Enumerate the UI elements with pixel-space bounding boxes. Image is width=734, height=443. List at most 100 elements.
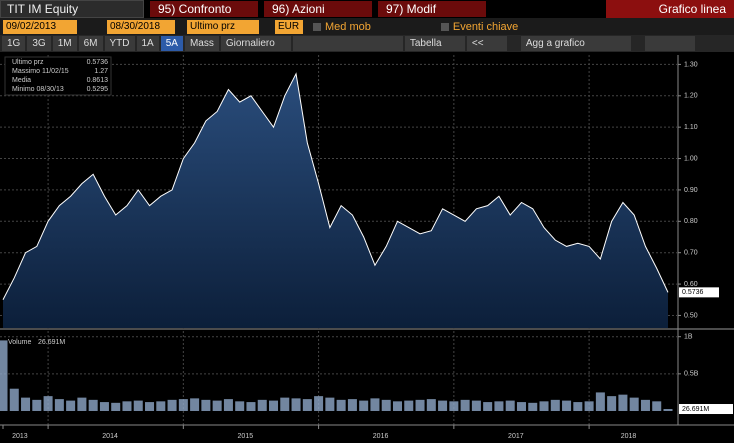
period[interactable]: 1G (2, 36, 26, 51)
last-value: 26.691M (682, 406, 709, 413)
volume-bar (359, 400, 369, 411)
y-tick-label: 0.70 (684, 250, 698, 257)
volume-bar (370, 398, 380, 411)
volume-bar (145, 402, 155, 411)
volume-bar (505, 400, 515, 411)
legend-name: Media (12, 77, 31, 84)
settings-bar: 09/02/2013 08/30/2018 Ultimo prz EUR Med… (0, 18, 734, 35)
volume-bar (483, 402, 493, 411)
volume-bar (347, 399, 357, 411)
y-tick-label: 1.20 (684, 93, 698, 100)
volume-bar (618, 394, 628, 411)
checkbox[interactable] (440, 22, 449, 31)
volume-bar (314, 396, 324, 411)
volume-bar (404, 400, 414, 411)
start-date[interactable]: 09/02/2013 (3, 19, 77, 34)
option[interactable]: Med mob (325, 20, 371, 33)
table-button[interactable]: Tabella (404, 36, 465, 51)
frequency[interactable]: Giornaliero (220, 36, 291, 51)
volume-bar (32, 399, 42, 411)
chart-style[interactable] (292, 36, 403, 51)
volume-bar (178, 399, 188, 411)
volume-bar (201, 399, 211, 411)
volume-bar (280, 397, 290, 411)
legend-name: Ultimo prz (12, 59, 44, 66)
period[interactable]: 6M (78, 36, 103, 51)
price-area (3, 73, 668, 329)
volume-bar (0, 340, 8, 411)
volume-bar (88, 399, 98, 411)
volume-bar (629, 397, 639, 411)
title-bar: TIT IM Equity 95) Confronto 96) Azioni 9… (0, 0, 734, 18)
x-tick-label: 2014 (102, 433, 118, 440)
period[interactable]: 1A (136, 36, 159, 51)
y-tick-label: 1B (684, 334, 693, 341)
security[interactable]: TIT IM Equity (0, 0, 144, 18)
end-date[interactable]: 08/30/2018 (107, 19, 175, 34)
period[interactable]: YTD (104, 36, 135, 51)
volume-bar (235, 401, 245, 411)
y-tick-label: 1.10 (684, 124, 698, 131)
x-tick-label: 2013 (12, 433, 28, 440)
last-value-tag (679, 404, 733, 415)
last-value-tag (679, 287, 719, 298)
volume-bar (302, 399, 312, 411)
volume-bar (562, 400, 572, 411)
legend-value: 1.27 (94, 68, 108, 75)
y-tick-label: 0.50 (684, 312, 698, 319)
volume-bar (212, 400, 222, 411)
volume-bar (190, 398, 200, 411)
volume-bar (550, 399, 560, 411)
volume-bar (325, 397, 335, 411)
menu-item[interactable]: 97) Modif (378, 1, 486, 17)
volume-bar (156, 401, 166, 411)
period[interactable]: 5A (160, 36, 183, 51)
legend-value: 0.8613 (87, 77, 109, 84)
volume-bar (43, 396, 53, 411)
x-tick-label: 2016 (373, 433, 389, 440)
y-tick-label: 1.30 (684, 61, 698, 68)
settings-button[interactable] (644, 36, 695, 51)
period[interactable]: 1M (52, 36, 77, 51)
option[interactable]: Eventi chiave (452, 20, 519, 33)
volume-bar (54, 399, 64, 411)
volume-bar (652, 401, 662, 411)
volume-bar (516, 402, 526, 411)
legend-name: Massimo 11/02/15 (12, 68, 69, 75)
view-title: Grafico linea (606, 0, 734, 18)
volume-bar (66, 400, 76, 411)
volume-bar (471, 400, 481, 411)
legend-name: Minimo 08/30/13 (12, 86, 64, 93)
legend-value: 0.5736 (87, 59, 109, 66)
period[interactable]: Mass (184, 36, 219, 51)
volume-bar (438, 400, 448, 411)
x-tick-label: 2018 (621, 433, 637, 440)
menu-item[interactable]: 95) Confronto (150, 1, 258, 17)
volume-bar (573, 402, 583, 411)
y-tick-label: 0.5B (684, 371, 699, 378)
field-select[interactable]: Ultimo prz (187, 19, 259, 34)
volume-bar (246, 402, 256, 411)
back-button[interactable]: << (466, 36, 507, 51)
volume-bar (257, 399, 267, 411)
currency-select[interactable]: EUR (275, 19, 303, 34)
last-value: 0.5736 (682, 289, 704, 296)
period[interactable]: 3G (27, 36, 51, 51)
volume-last: 26.691M (38, 339, 65, 346)
add-button[interactable]: Agg a grafico (520, 36, 631, 51)
volume-bar (426, 399, 436, 411)
volume-bar (111, 402, 121, 411)
y-tick-label: 0.90 (684, 187, 698, 194)
menu-item[interactable]: 96) Azioni (264, 1, 372, 17)
y-tick-label: 0.80 (684, 218, 698, 225)
volume-bar (269, 400, 279, 411)
volume-bar (584, 401, 594, 411)
checkbox[interactable] (313, 22, 321, 31)
period-bar: 1G 3G 1M 6M YTD 1A 5A Mass Giornaliero T… (0, 35, 734, 52)
volume-bar (133, 400, 143, 411)
volume-bar (223, 399, 233, 411)
volume-bar (9, 388, 19, 411)
x-tick-label: 2017 (508, 433, 524, 440)
volume-bar (528, 402, 538, 411)
y-tick-label: 0.60 (684, 281, 698, 288)
